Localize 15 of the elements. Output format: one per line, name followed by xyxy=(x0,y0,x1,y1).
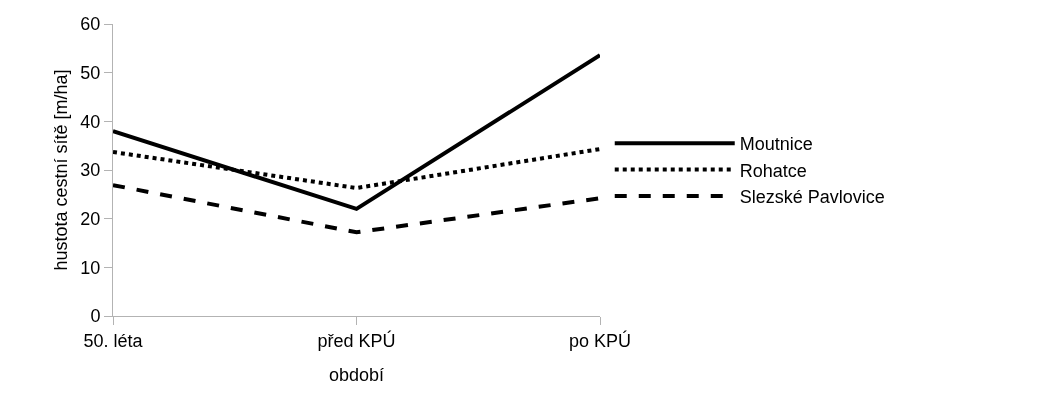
y-tick-label: 10 xyxy=(80,257,101,278)
y-tick-label: 40 xyxy=(80,111,101,132)
text: Moutnice xyxy=(739,134,813,155)
y-tick-label: 60 xyxy=(80,14,101,35)
x-tick-label: před KPÚ xyxy=(317,329,396,351)
y-tick-label: 30 xyxy=(80,160,101,181)
y-tick-label: 50 xyxy=(80,62,101,83)
text: Rohatce xyxy=(739,160,807,181)
x-tick-label: 50. léta xyxy=(83,330,144,351)
y-axis-title: hustota cestní sítě [m/ha] xyxy=(50,69,71,271)
y-tick-label: 0 xyxy=(90,306,101,327)
text: Slezské Pavlovice xyxy=(739,187,885,208)
x-tick-label: po KPÚ xyxy=(568,329,632,351)
y-tick-label: 20 xyxy=(80,208,101,229)
x-axis-title: období xyxy=(328,364,385,385)
